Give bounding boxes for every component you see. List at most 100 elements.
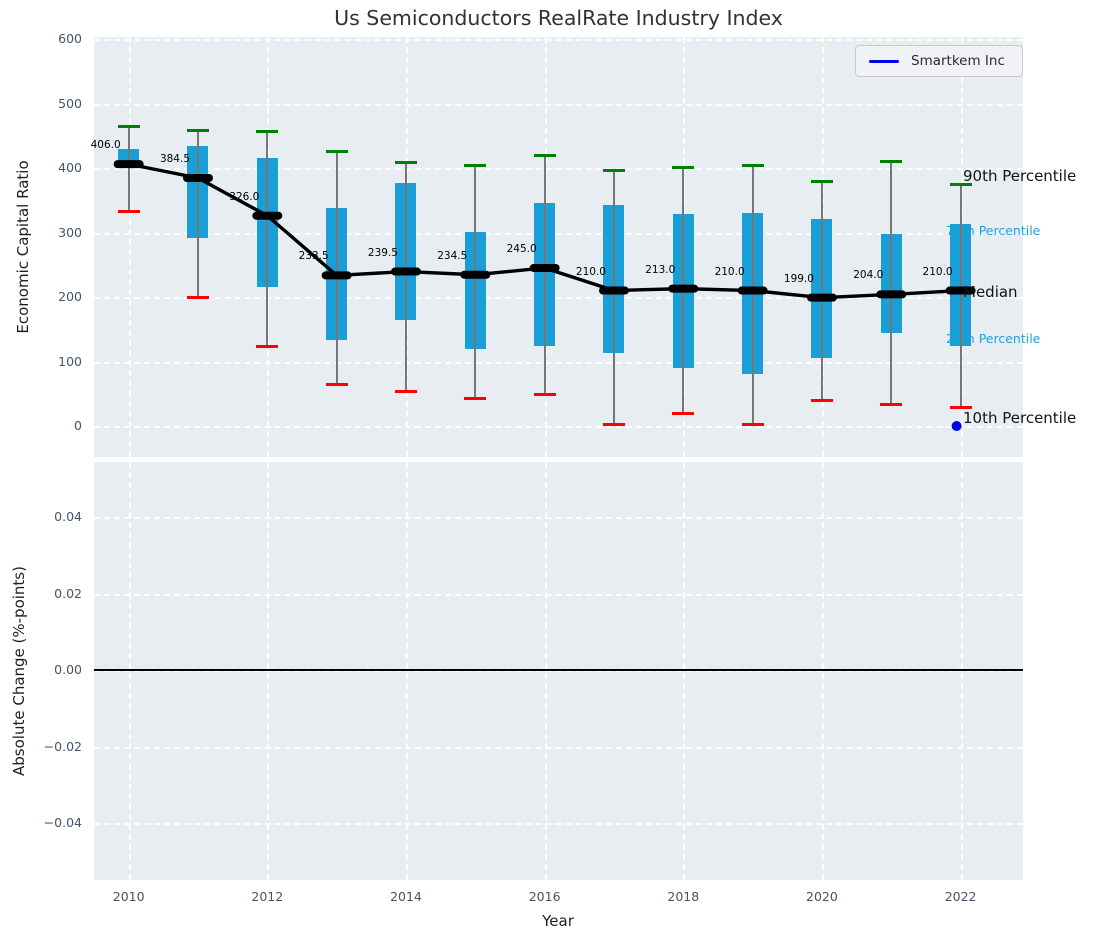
y-tick-label: 400: [58, 160, 82, 175]
gridline-horizontal: [94, 361, 1023, 364]
gridline-vertical: [821, 462, 824, 880]
median-value-label: 210.0: [575, 265, 606, 278]
x-tick-label: 2016: [528, 889, 561, 904]
whisker-line: [890, 161, 893, 405]
p10-cap: [949, 406, 972, 410]
median-value-label: 213.0: [645, 263, 676, 276]
gridline-vertical: [267, 462, 270, 880]
y-tick-label: 600: [58, 31, 82, 46]
p10-cap: [256, 344, 279, 348]
y-tick-label: 0.02: [54, 585, 82, 601]
y-tick-label: 100: [58, 353, 82, 369]
p10-cap: [602, 423, 625, 427]
median-value-label: 326.0: [229, 190, 260, 203]
legend-line-sample: [869, 59, 899, 63]
gridline-vertical: [544, 462, 547, 880]
median-value-label: 406.0: [90, 139, 121, 152]
median-value-label: 210.0: [714, 265, 745, 278]
y-tick-label: 500: [58, 95, 82, 111]
whisker-line: [474, 165, 477, 399]
p90-cap: [325, 149, 348, 153]
annotation-10th-percentile: 10th Percentile: [963, 409, 1077, 427]
p10-cap: [464, 397, 487, 401]
whisker-line: [335, 151, 338, 385]
whisker-line: [266, 131, 269, 347]
p10-cap: [325, 383, 348, 387]
gridline-horizontal: [94, 823, 1023, 825]
gridline-vertical: [128, 37, 131, 457]
y-tick-label: 300: [58, 224, 82, 240]
gridline-horizontal: [94, 168, 1023, 170]
median-value-label: 245.0: [506, 242, 537, 255]
p90-cap: [394, 161, 417, 165]
whisker-line: [127, 126, 130, 212]
p90-cap: [464, 163, 487, 167]
y-tick-label: 0: [74, 418, 82, 433]
y-tick-label: 0.00: [54, 662, 82, 677]
p10-cap: [394, 389, 417, 393]
x-tick-label: 2010: [112, 889, 145, 904]
gridline-horizontal: [94, 39, 1023, 41]
gridline-vertical: [683, 462, 686, 880]
gridline-horizontal: [94, 517, 1023, 519]
median-value-label: 233.5: [298, 250, 329, 263]
p90-cap: [256, 129, 279, 133]
p90-cap: [741, 163, 764, 167]
gridline-vertical: [960, 462, 963, 880]
p10-cap: [186, 295, 209, 299]
p10-cap: [741, 422, 764, 426]
p90-cap: [602, 169, 625, 173]
y-tick-label: 200: [58, 289, 82, 304]
whisker-line: [820, 181, 823, 401]
gridline-vertical: [128, 462, 131, 880]
annotation-median: Median: [963, 283, 1018, 301]
x-tick-label: 2020: [806, 889, 838, 904]
median-value-label: 234.5: [437, 249, 468, 262]
gridline-horizontal: [94, 103, 1023, 106]
p90-cap: [810, 180, 833, 184]
p90-cap: [880, 160, 903, 164]
y-axis-label-top: Economic Capital Ratio: [14, 160, 32, 334]
median-value-label: 239.5: [367, 246, 398, 259]
p90-cap: [672, 165, 695, 169]
whisker-line: [543, 155, 546, 395]
p90-cap: [117, 125, 140, 129]
x-axis-label: Year: [542, 912, 574, 930]
gridline-horizontal: [94, 746, 1023, 749]
y-tick-label: −0.04: [43, 815, 82, 830]
chart-title: Us Semiconductors RealRate Industry Inde…: [334, 6, 783, 30]
whisker-line: [196, 130, 199, 297]
gridline-horizontal: [94, 670, 1023, 672]
median-value-label: 204.0: [853, 269, 884, 282]
annotation-90th-percentile: 90th Percentile: [963, 167, 1077, 185]
p10-cap: [880, 402, 903, 406]
gridline-vertical: [405, 462, 408, 880]
x-tick-label: 2012: [251, 889, 284, 904]
p90-cap: [186, 129, 209, 133]
median-value-label: 199.0: [783, 272, 814, 285]
whisker-line: [404, 162, 407, 392]
bottom-panel: [94, 462, 1023, 880]
median-value-label: 210.0: [922, 265, 953, 278]
x-tick-label: 2022: [944, 889, 977, 904]
gridline-horizontal: [94, 593, 1023, 596]
legend-label: Smartkem Inc: [911, 53, 1005, 69]
p90-cap: [533, 153, 556, 157]
zero-line: [94, 669, 1023, 671]
p10-cap: [672, 411, 695, 415]
whisker-line: [612, 170, 615, 425]
whisker-line: [682, 167, 685, 414]
gridline-horizontal: [94, 426, 1023, 428]
median-value-label: 384.5: [159, 152, 190, 165]
y-tick-label: 0.04: [54, 509, 82, 524]
whisker-line: [959, 184, 962, 408]
y-tick-label: −0.02: [43, 738, 82, 754]
x-tick-label: 2014: [390, 889, 422, 904]
p10-cap: [117, 209, 140, 213]
whisker-line: [751, 165, 754, 425]
x-tick-label: 2018: [667, 889, 700, 904]
p10-cap: [810, 398, 833, 402]
p10-cap: [533, 392, 556, 396]
legend: Smartkem Inc: [855, 45, 1023, 77]
